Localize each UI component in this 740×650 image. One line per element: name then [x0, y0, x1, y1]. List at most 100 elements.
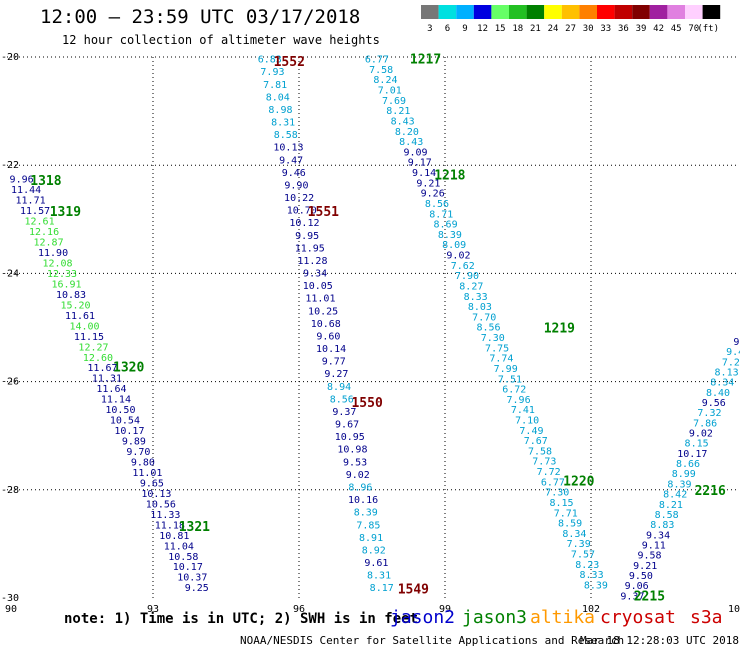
wave-height-value: 9.61 [364, 558, 388, 569]
satellite-label-jason3: jason3 [462, 607, 528, 628]
wave-height-value: 7.49 [519, 426, 543, 437]
wave-height-value: 10.58 [168, 552, 198, 563]
wave-height-value: 10.50 [105, 405, 135, 416]
wave-height-value: 11.90 [38, 248, 68, 259]
wave-height-value: 8.92 [362, 545, 386, 556]
wave-height-value: 8.34 [562, 529, 586, 540]
wave-height-value: 11.44 [11, 185, 41, 196]
wave-height-value: 12.27 [78, 342, 108, 353]
wave-height-value: 8.56 [476, 323, 500, 334]
wave-height-value: 11.64 [96, 384, 126, 395]
footer-credit: NOAA/NESDIS Center for Satellite Applica… [240, 634, 625, 647]
wave-height-value: 11.04 [164, 541, 194, 552]
legend-label: 15 [495, 24, 506, 34]
wave-height-value: 8.33 [464, 292, 488, 303]
wave-height-value: 10.95 [335, 432, 365, 443]
wave-height-value: 8.23 [575, 560, 599, 571]
wave-height-value: 10.05 [303, 281, 333, 292]
wave-height-value: 8.34 [710, 378, 734, 389]
wave-height-value: 8.21 [386, 106, 410, 117]
wave-height-value: 15.20 [60, 300, 90, 311]
wave-height-value: 10.25 [308, 306, 338, 317]
wave-height-value: 10.98 [337, 445, 367, 456]
wave-height-value: 7.75 [485, 343, 509, 354]
wave-height-value: 9.95 [295, 231, 319, 242]
pass-time-label: 1217 [410, 53, 441, 68]
wave-height-value: 7.10 [515, 416, 539, 427]
wave-height-value: 9.4 [726, 347, 740, 358]
legend-swatch [702, 5, 721, 19]
wave-height-value: 9.25 [185, 583, 209, 594]
wave-height-value: 8.99 [672, 469, 696, 480]
wave-height-value: 8.24 [373, 75, 397, 86]
lat-tick-label: -22 [1, 160, 19, 171]
legend-label: 21 [530, 24, 541, 34]
legend-unit: (ft) [697, 24, 719, 34]
wave-height-value: 9.46 [282, 168, 306, 179]
wave-height-value: 8.13 [715, 368, 739, 379]
wave-height-value: 8.59 [558, 519, 582, 530]
satellite-tracks: 9.9611.4411.7111.5712.6112.1612.8711.901… [10, 55, 740, 603]
wave-height-value: 11.67 [87, 363, 117, 374]
pass-time-label: 1318 [30, 174, 61, 189]
wave-height-value: 9.80 [131, 458, 155, 469]
legend-label: 6 [445, 24, 450, 34]
wave-height-value: 7.71 [554, 508, 578, 519]
wave-height-value: 8.39 [354, 508, 378, 519]
wave-height-value: 8.15 [549, 498, 573, 509]
pass-time-label: 1219 [544, 322, 575, 337]
pass-time-label: 2216 [695, 484, 726, 499]
legend-swatch [473, 5, 492, 19]
footnote: note: 1) Time is in UTC; 2) SWH is in fe… [64, 611, 419, 627]
wave-height-value: 11.01 [305, 294, 335, 305]
pass-time-label: 1550 [351, 396, 382, 411]
wave-height-value: 10.13 [273, 143, 303, 154]
wave-height-value: 12.33 [47, 269, 77, 280]
wave-height-value: 9.50 [629, 571, 653, 582]
wave-height-value: 9.21 [633, 561, 657, 572]
wave-height-value: 6.83 [258, 55, 282, 66]
wave-height-value: 6.72 [502, 385, 526, 396]
wave-height-value: 7.69 [382, 96, 406, 107]
wave-height-value: 11.61 [65, 311, 95, 322]
pass-time-label: 1549 [398, 582, 429, 597]
wave-height-value: 8.31 [367, 571, 391, 582]
legend-swatch [491, 5, 509, 19]
legend-swatch [561, 5, 580, 19]
lon-tick-label: 96 [293, 604, 305, 615]
wave-height-value: 10.14 [316, 344, 346, 355]
wave-height-value: 8.91 [359, 533, 383, 544]
wave-height-value: 9.02 [446, 251, 470, 262]
wave-height-value: 8.42 [663, 490, 687, 501]
wave-height-value: 16.91 [51, 279, 81, 290]
satellite-label-jason2: jason2 [390, 607, 456, 628]
wave-height-value: 7.72 [537, 467, 561, 478]
wave-height-value: 8.69 [434, 220, 458, 231]
lat-tick-label: -26 [1, 377, 19, 388]
wave-height-value: 14.00 [69, 321, 99, 332]
wave-height-value: 8.40 [706, 388, 730, 399]
wave-height-value: 7.2 [722, 357, 740, 368]
pass-time-label: 1321 [179, 520, 210, 535]
wave-height-value: 6.77 [541, 477, 565, 488]
wave-height-value: 7.73 [532, 457, 556, 468]
wave-height-value: 11.14 [101, 395, 131, 406]
wave-height-value: 8.39 [584, 580, 608, 591]
wave-height-value: 10.83 [56, 290, 86, 301]
wave-height-value: 8.31 [271, 118, 295, 129]
legend-swatch [526, 5, 545, 19]
wave-height-value: 7.57 [571, 550, 595, 561]
lat-tick-label: -24 [1, 268, 19, 279]
wave-height-value: 7.01 [378, 86, 402, 97]
legend-label: 33 [600, 24, 611, 34]
legend-swatch [597, 5, 615, 19]
wave-height-value: 12.60 [83, 353, 113, 364]
wave-height-value: 11.57 [20, 206, 50, 217]
wave-height-value: 8.15 [685, 439, 709, 450]
wave-height-value: 8.03 [468, 302, 492, 313]
legend-swatch [438, 5, 457, 19]
wave-height-value: 8.17 [370, 583, 394, 594]
legend-label: 9 [462, 24, 467, 34]
legend-label: 30 [583, 24, 594, 34]
legend-label: 39 [636, 24, 647, 34]
